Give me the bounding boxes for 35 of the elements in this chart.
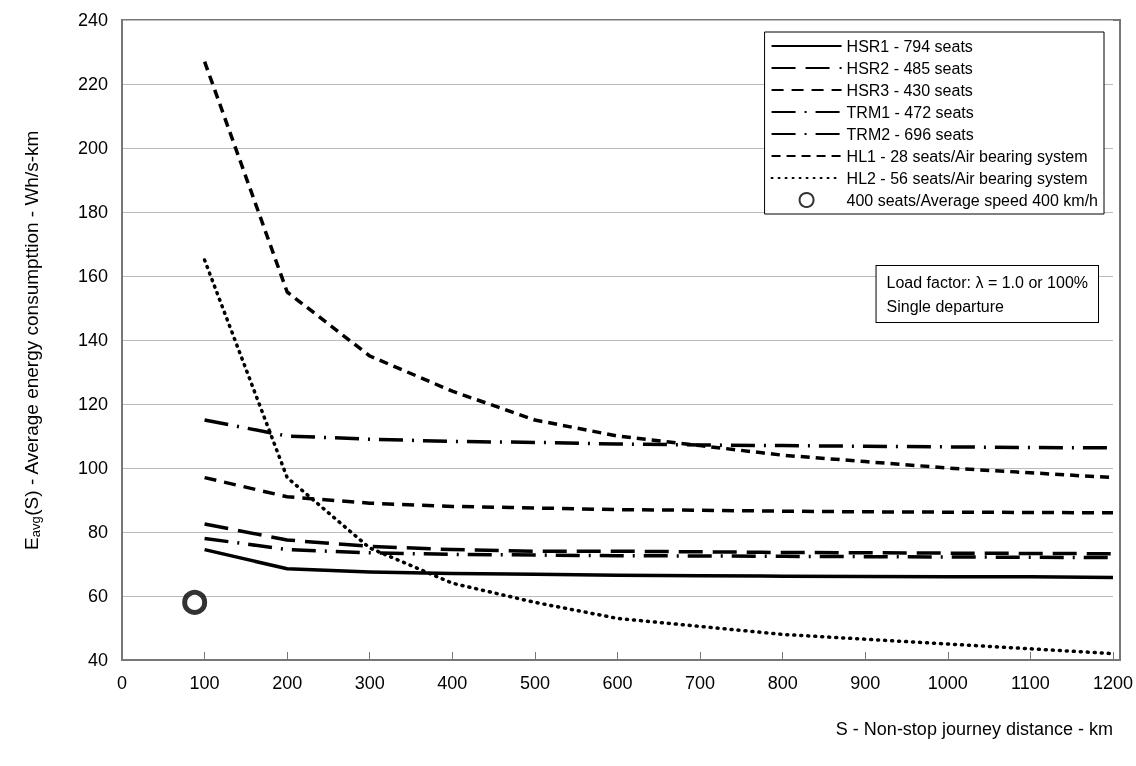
x-tick-label: 500: [519, 673, 550, 693]
legend-label: 400 seats/Average speed 400 km/h: [846, 191, 1099, 209]
x-tick-label: 400: [437, 673, 468, 693]
legend-label: HL1 - 28 seats/Air bearing system: [846, 147, 1088, 165]
x-tick-label: 1000: [927, 673, 968, 693]
y-tick-label: 120: [77, 394, 108, 414]
y-tick-label: 40: [87, 650, 108, 670]
legend-label: TRM2 - 696 seats: [846, 125, 974, 143]
y-tick-label: 140: [77, 330, 108, 350]
y-tick-label: 60: [87, 586, 108, 606]
x-tick-label: 800: [767, 673, 798, 693]
x-tick-label: 100: [189, 673, 220, 693]
legend-label: TRM1 - 472 seats: [846, 103, 974, 121]
legend-label: HSR2 - 485 seats: [846, 59, 973, 77]
legend-label: HSR1 - 794 seats: [846, 37, 973, 55]
y-tick-label: 220: [77, 74, 108, 94]
y-tick-label: 200: [77, 138, 108, 158]
x-tick-label: 900: [850, 673, 881, 693]
y-tick-label: 80: [87, 522, 108, 542]
y-tick-label: 180: [77, 202, 108, 222]
y-axis-title: Eavg(S) - Average energy consumpttion - Wh/s-km: [21, 130, 43, 550]
x-tick-label: 600: [602, 673, 633, 693]
x-tick-label: 200: [272, 673, 303, 693]
x-axis-title: S - Non-stop journey distance - km: [835, 719, 1113, 739]
x-tick-label: 300: [354, 673, 385, 693]
x-tick-label: 1200: [1092, 673, 1133, 693]
x-tick-label: 700: [685, 673, 716, 693]
legend-label: HSR3 - 430 seats: [846, 81, 973, 99]
annotation: Load factor: λ = 1.0 or 100% Single departure: [886, 273, 1089, 315]
x-tick-label: 1100: [1011, 673, 1050, 693]
y-tick-label: 100: [77, 458, 108, 478]
y-tick-label: 160: [77, 266, 108, 286]
x-tick-label: 0: [116, 673, 128, 693]
legend-label: HL2 - 56 seats/Air bearing system: [846, 169, 1088, 187]
y-tick-label: 240: [77, 10, 108, 30]
